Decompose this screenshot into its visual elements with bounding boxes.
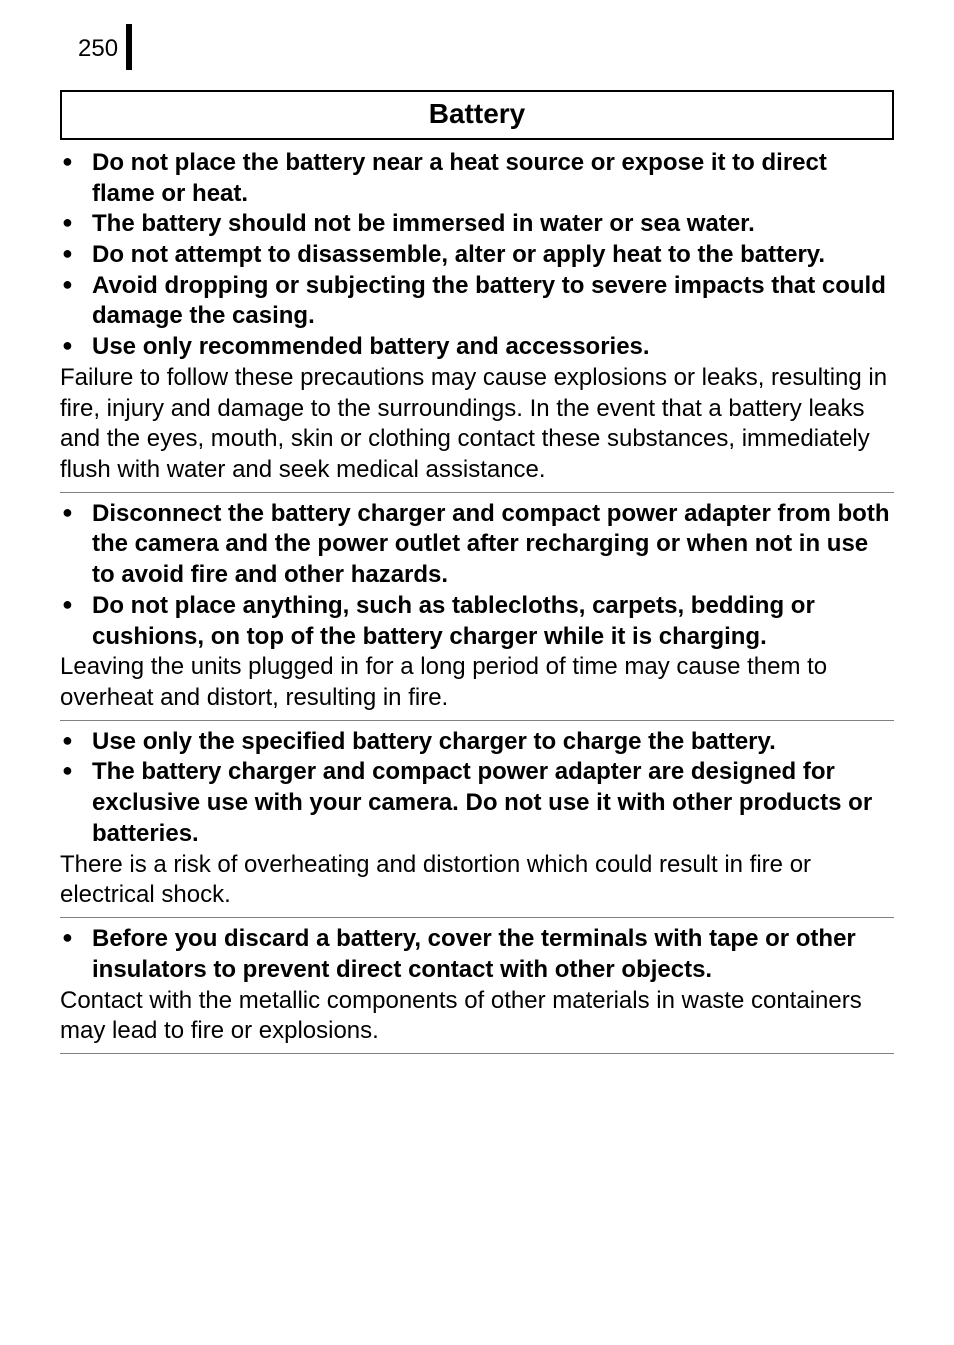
warning-block-3: Use only the specified battery charger t… [60,727,894,918]
list-item: The battery charger and compact power ad… [88,757,894,849]
bullet-list: Do not place the battery near a heat sou… [60,148,894,363]
list-item: Disconnect the battery charger and compa… [88,499,894,591]
list-item: Use only the specified battery charger t… [88,727,894,758]
body-text: Contact with the metallic components of … [60,986,894,1047]
list-item: Use only recommended battery and accesso… [88,332,894,363]
warning-block-2: Disconnect the battery charger and compa… [60,499,894,721]
header-tab-bar [126,24,132,70]
list-item: Before you discard a battery, cover the … [88,924,894,985]
body-text: There is a risk of overheating and disto… [60,850,894,911]
warning-block-4: Before you discard a battery, cover the … [60,924,894,1054]
body-text: Failure to follow these precautions may … [60,363,894,486]
bullet-list: Before you discard a battery, cover the … [60,924,894,985]
section-title: Battery [60,90,894,140]
list-item: Do not attempt to disassemble, alter or … [88,240,894,271]
page-number: 250 [78,34,118,65]
list-item: Avoid dropping or subjecting the battery… [88,271,894,332]
warning-block-1: Do not place the battery near a heat sou… [60,148,894,493]
list-item: The battery should not be immersed in wa… [88,209,894,240]
bullet-list: Use only the specified battery charger t… [60,727,894,850]
bullet-list: Disconnect the battery charger and compa… [60,499,894,653]
list-item: Do not place the battery near a heat sou… [88,148,894,209]
page-header: 250 [60,24,894,72]
body-text: Leaving the units plugged in for a long … [60,652,894,713]
list-item: Do not place anything, such as tableclot… [88,591,894,652]
